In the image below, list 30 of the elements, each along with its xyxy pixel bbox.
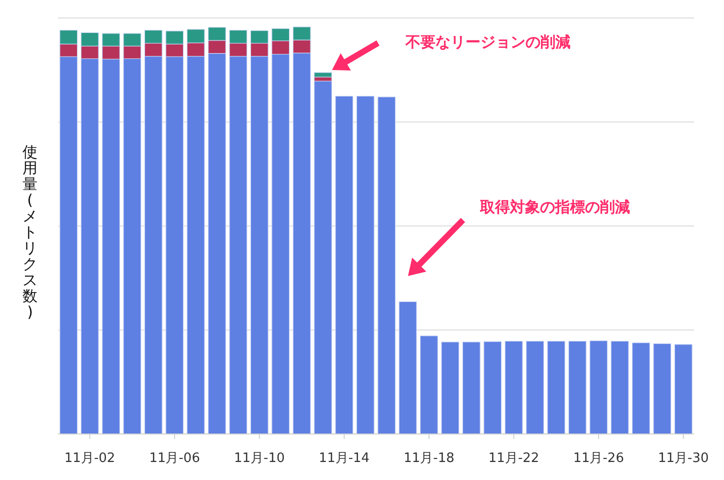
x-tick-label: 11月-06	[149, 451, 200, 466]
bar	[674, 344, 692, 434]
bar	[356, 96, 374, 434]
bar	[335, 96, 354, 434]
bar	[420, 336, 438, 434]
bar	[526, 340, 544, 434]
bar	[547, 340, 566, 434]
x-tick-label: 11月-18	[404, 451, 454, 466]
bar	[398, 301, 417, 434]
bar	[484, 341, 502, 434]
annotation: 取得対象の指標の削減	[479, 198, 630, 216]
x-tick-label: 11月-02	[64, 451, 116, 466]
bar	[610, 340, 629, 434]
x-tick-label: 11月-14	[318, 451, 370, 466]
annotation: 不要なリージョンの削減	[404, 33, 570, 51]
bar	[653, 343, 672, 434]
bar	[441, 342, 460, 434]
bar	[504, 340, 523, 434]
bar	[568, 340, 586, 434]
text: 使用量(メトリクス数)	[22, 143, 38, 321]
x-tick-label: 11月-30	[658, 451, 709, 466]
x-tick-label: 11月-10	[234, 451, 285, 466]
x-tick-label: 11月-26	[573, 451, 624, 466]
bar	[314, 72, 332, 78]
bar	[314, 80, 332, 434]
bar	[632, 342, 650, 434]
bar	[378, 96, 396, 434]
bar	[462, 342, 480, 434]
x-tick-label: 11月-22	[488, 451, 540, 466]
bar	[590, 340, 608, 434]
